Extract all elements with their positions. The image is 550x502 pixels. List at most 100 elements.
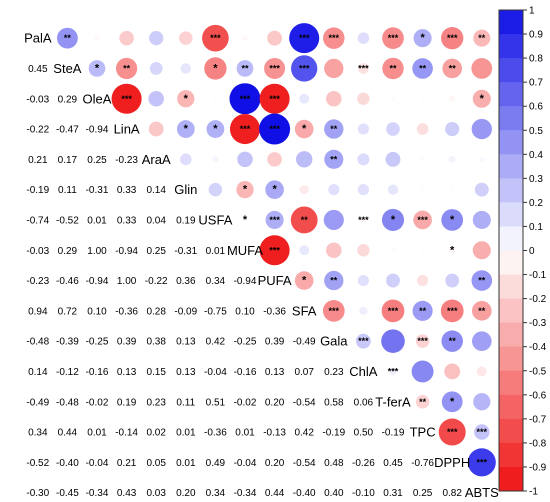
colorbar-tick-label: -0.6 bbox=[529, 390, 547, 401]
correlation-circle-PalA-AraA bbox=[149, 31, 164, 46]
correlation-circle-OleA-T-ferA bbox=[390, 96, 396, 101]
correlation-value-MUFA-SteA: 0.29 bbox=[58, 246, 78, 257]
significance-mark: * bbox=[420, 32, 425, 44]
significance-mark: ** bbox=[330, 276, 338, 286]
significance-mark: * bbox=[302, 123, 307, 135]
correlation-circle-OleA-SFA bbox=[299, 93, 310, 104]
significance-mark: *** bbox=[388, 306, 399, 316]
variable-label-Glin: Glin bbox=[174, 182, 197, 197]
correlation-value-LinA-SteA: -0.47 bbox=[56, 125, 79, 136]
correlation-value-TPC-SFA: 0.42 bbox=[294, 428, 314, 439]
correlation-value-AraA-SteA: 0.17 bbox=[58, 155, 78, 166]
correlation-value-ABTS-Gala: 0.40 bbox=[324, 488, 344, 499]
correlation-value-PUFA-Glin: 0.36 bbox=[176, 276, 196, 287]
significance-mark: * bbox=[450, 396, 455, 408]
correlation-value-T-ferA-Glin: 0.11 bbox=[176, 397, 195, 408]
correlation-value-ChlA-SteA: -0.12 bbox=[56, 367, 79, 378]
correlation-circle-SFA-ABTS bbox=[472, 301, 492, 321]
correlation-circle-Gala-ABTS bbox=[472, 331, 492, 351]
correlation-circle-PalA-ABTS bbox=[473, 29, 491, 47]
correlation-value-USFA-SteA: -0.52 bbox=[56, 215, 79, 226]
colorbar-segment bbox=[499, 154, 523, 179]
variable-label-AraA: AraA bbox=[142, 152, 171, 167]
correlation-circle-OleA-ChlA bbox=[357, 92, 370, 105]
correlation-value-USFA-AraA: 0.04 bbox=[146, 215, 166, 226]
correlation-circle-SFA-ChlA bbox=[359, 306, 368, 315]
correlation-value-Gala-AraA: 0.38 bbox=[146, 337, 166, 348]
correlation-value-ABTS-AraA: 0.03 bbox=[146, 488, 166, 499]
colorbar-tick-label: -0.2 bbox=[529, 294, 547, 305]
significance-mark: * bbox=[184, 123, 189, 135]
correlation-circle-PUFA-T-ferA bbox=[386, 273, 400, 288]
correlation-value-ABTS-OleA: -0.34 bbox=[86, 488, 109, 499]
significance-mark: ** bbox=[301, 215, 309, 225]
correlation-value-Glin-SteA: 0.11 bbox=[58, 185, 77, 196]
correlation-value-Gala-MUFA: -0.25 bbox=[234, 337, 257, 348]
correlation-value-ChlA-Glin: 0.13 bbox=[176, 367, 196, 378]
variable-label-ABTS: ABTS bbox=[465, 485, 499, 500]
correlation-value-DPPH-TPC: -0.76 bbox=[411, 458, 434, 469]
correlation-circle-OleA-AraA bbox=[148, 91, 164, 107]
correlation-value-T-ferA-LinA: 0.19 bbox=[117, 397, 137, 408]
significance-mark: *** bbox=[121, 94, 132, 104]
correlation-value-PUFA-USFA: 0.34 bbox=[206, 276, 226, 287]
correlation-value-MUFA-PalA: -0.03 bbox=[26, 246, 49, 257]
correlation-value-SFA-SteA: 0.72 bbox=[58, 306, 78, 317]
correlation-value-ChlA-USFA: -0.04 bbox=[204, 367, 227, 378]
correlation-value-Glin-OleA: -0.31 bbox=[86, 185, 109, 196]
correlation-value-T-ferA-ChlA: 0.06 bbox=[354, 397, 374, 408]
correlation-circle-LinA-DPPH bbox=[445, 121, 460, 137]
correlation-value-OleA-PalA: -0.03 bbox=[26, 94, 49, 105]
significance-mark: * bbox=[243, 184, 248, 196]
correlation-circle-AraA-SFA bbox=[296, 151, 313, 168]
correlation-circle-Gala-TPC bbox=[415, 334, 430, 348]
colorbar-tick-label: 0.9 bbox=[529, 30, 543, 41]
significance-mark: ** bbox=[330, 154, 338, 164]
correlation-circle-ChlA-TPC bbox=[411, 360, 434, 383]
correlation-value-DPPH-SFA: -0.54 bbox=[293, 458, 316, 469]
correlation-circle-PalA-LinA bbox=[119, 30, 134, 46]
correlation-value-ABTS-SteA: -0.45 bbox=[56, 488, 79, 499]
significance-mark: *** bbox=[269, 63, 280, 73]
correlation-circle-AraA-Glin bbox=[180, 153, 192, 166]
correlation-value-SFA-OleA: 0.10 bbox=[87, 306, 107, 317]
correlation-circle-LinA-SFA bbox=[294, 119, 314, 139]
variable-label-PalA: PalA bbox=[24, 31, 52, 46]
correlation-circle-SFA-T-ferA bbox=[381, 299, 405, 323]
colorbar-tick-label: -1 bbox=[529, 487, 538, 498]
correlation-circle-LinA-AraA bbox=[148, 121, 164, 137]
correlation-circle-MUFA-ChlA bbox=[357, 244, 370, 257]
significance-mark: ** bbox=[389, 63, 397, 73]
colorbar-segment bbox=[499, 394, 523, 420]
correlation-circle-MUFA-Gala bbox=[326, 242, 342, 258]
correlation-value-DPPH-AraA: 0.05 bbox=[146, 458, 166, 469]
significance-mark: *** bbox=[269, 245, 280, 255]
correlation-value-PUFA-SteA: -0.46 bbox=[56, 276, 79, 287]
colorbar-tick-label: 0 bbox=[529, 246, 535, 257]
correlation-value-MUFA-Glin: -0.31 bbox=[174, 246, 197, 257]
correlation-circle-AraA-PUFA bbox=[267, 152, 282, 167]
correlation-circle-ChlA-T-ferA bbox=[389, 367, 397, 376]
significance-mark: *** bbox=[299, 33, 310, 43]
correlation-circle-Glin-USFA bbox=[208, 182, 223, 197]
correlation-circle-OleA-DPPH bbox=[449, 95, 456, 102]
correlation-circle-SFA-DPPH bbox=[440, 299, 464, 323]
variable-label-DPPH: DPPH bbox=[434, 455, 470, 470]
correlation-value-TPC-LinA: -0.14 bbox=[115, 428, 138, 439]
correlation-circle-PalA-OleA bbox=[94, 35, 100, 41]
colorbar-tick-label: 0.8 bbox=[529, 54, 543, 65]
correlation-value-Gala-Glin: 0.13 bbox=[176, 337, 196, 348]
correlation-value-DPPH-SteA: -0.40 bbox=[56, 458, 79, 469]
colorbar-segment bbox=[499, 298, 523, 324]
correlation-circle-USFA-ChlA bbox=[360, 216, 367, 224]
correlation-circle-PUFA-TPC bbox=[417, 274, 429, 287]
correlation-circle-OleA-Gala bbox=[326, 91, 342, 107]
significance-mark: *** bbox=[269, 94, 280, 104]
correlation-value-SFA-AraA: 0.28 bbox=[146, 306, 166, 317]
colorbar-tick-label: -0.4 bbox=[529, 342, 547, 353]
correlation-circle-USFA-DPPH bbox=[441, 209, 464, 231]
correlation-value-TPC-T-ferA: -0.19 bbox=[382, 428, 405, 439]
correlation-circle-OleA-USFA bbox=[213, 96, 218, 101]
correlation-value-DPPH-USFA: 0.49 bbox=[206, 458, 226, 469]
correlation-circle-PUFA-ChlA bbox=[357, 274, 369, 287]
